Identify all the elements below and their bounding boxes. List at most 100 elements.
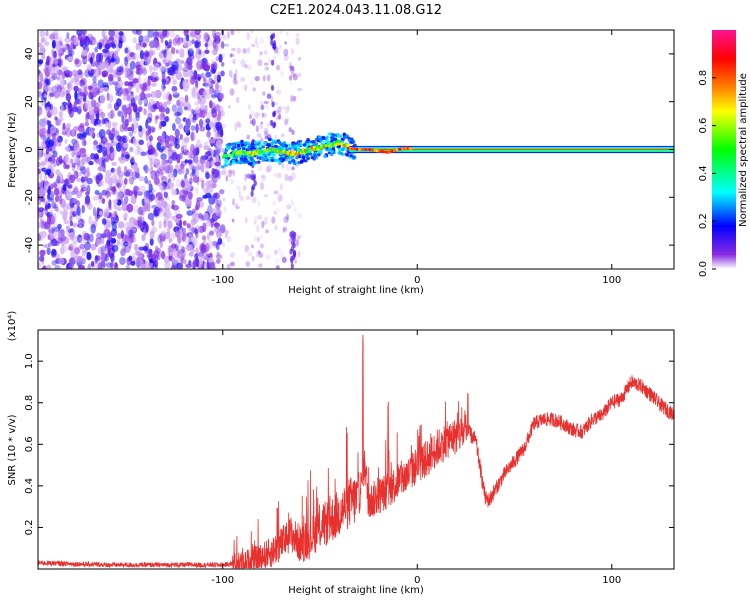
noise-cell (65, 93, 72, 102)
scatter-cell (294, 260, 297, 264)
scatter-cell (289, 78, 293, 85)
noise-cell (66, 225, 70, 230)
noise-cell (178, 96, 185, 103)
noise-cell (211, 198, 218, 204)
track-halo (261, 158, 266, 162)
scatter-cell (279, 183, 283, 191)
scatter-cell (267, 58, 272, 63)
noise-cell (159, 120, 163, 129)
noise-cell (199, 143, 203, 149)
noise-cell (128, 131, 133, 137)
scatter-cell (280, 133, 285, 138)
scatter-cell (236, 47, 241, 54)
scatter-cell (263, 217, 269, 221)
noise-cell (161, 131, 166, 141)
noise-cell (186, 232, 194, 238)
noise-cell (184, 94, 189, 103)
noise-cell (164, 231, 171, 240)
noise-cell (154, 264, 158, 269)
noise-cell (178, 123, 183, 130)
noise-cell (123, 244, 131, 253)
noise-cell (127, 127, 133, 132)
noise-cell (195, 80, 199, 89)
noise-cell (205, 118, 211, 124)
noise-cell (95, 238, 102, 247)
noise-cell (129, 94, 134, 100)
scatter-cell (284, 118, 289, 126)
noise-cell (100, 236, 105, 245)
noise-cell (146, 128, 151, 137)
track-core (409, 147, 413, 151)
noise-cell (173, 111, 181, 117)
track-halo (325, 148, 329, 152)
colorbar-gradient (712, 30, 736, 269)
noise-cell (166, 99, 171, 105)
noise-cell (116, 199, 122, 206)
noise-cell (130, 195, 137, 205)
noise-cell (191, 165, 197, 175)
scatter-cell (236, 185, 242, 191)
scatter-cell (286, 32, 289, 36)
track-halo (307, 142, 311, 146)
noise-cell (205, 71, 212, 78)
noise-cell (211, 102, 216, 111)
scatter-cell (251, 196, 257, 204)
noise-cell (131, 252, 136, 261)
noise-cell (124, 81, 130, 87)
noise-cell (205, 79, 210, 89)
scatter-cell (234, 123, 238, 132)
noise-cell (85, 111, 90, 120)
noise-cell (73, 142, 80, 151)
noise-cell (112, 81, 119, 86)
noise-cell (98, 192, 103, 200)
noise-cell (179, 60, 185, 64)
noise-cell (202, 222, 207, 233)
noise-cell (59, 231, 65, 236)
noise-cell (168, 66, 175, 76)
scatter-cell (291, 166, 295, 171)
noise-cell (135, 42, 139, 51)
noise-cell (81, 204, 85, 214)
noise-cell (187, 69, 194, 78)
noise-cell (147, 212, 155, 221)
noise-cell (117, 179, 124, 184)
noise-cell (182, 259, 187, 265)
noise-cell (191, 108, 195, 115)
noise-cell (109, 109, 116, 119)
noise-cell (220, 135, 224, 144)
noise-cell (74, 58, 80, 65)
scatter-cell (229, 70, 233, 78)
scatter-cell (232, 59, 237, 65)
noise-cell (120, 230, 124, 239)
noise-cell (148, 135, 153, 142)
noise-cell (197, 76, 201, 82)
noise-cell (44, 157, 50, 163)
noise-cell (38, 106, 43, 116)
noise-cell (38, 187, 44, 197)
noise-cell (121, 201, 128, 212)
noise-cell (48, 139, 54, 147)
track-halo (301, 155, 306, 159)
track-halo (234, 155, 238, 159)
scatter-cell (277, 247, 282, 253)
noise-cell (210, 261, 216, 266)
noise-cell (195, 186, 199, 195)
scatter-cell (286, 105, 290, 111)
track-halo (325, 138, 330, 142)
noise-cell (190, 145, 194, 152)
streak-cell (45, 139, 49, 146)
track-halo (258, 146, 263, 150)
noise-cell (132, 186, 140, 191)
scatter-cell (263, 127, 269, 135)
noise-cell (144, 59, 150, 66)
track-halo (224, 159, 228, 163)
noise-cell (201, 235, 207, 241)
track-halo (318, 149, 323, 153)
noise-cell (109, 253, 114, 259)
track-halo (325, 135, 329, 139)
track-halo (243, 141, 248, 145)
noise-cell (111, 186, 116, 192)
noise-cell (179, 189, 186, 199)
noise-cell (215, 253, 223, 260)
